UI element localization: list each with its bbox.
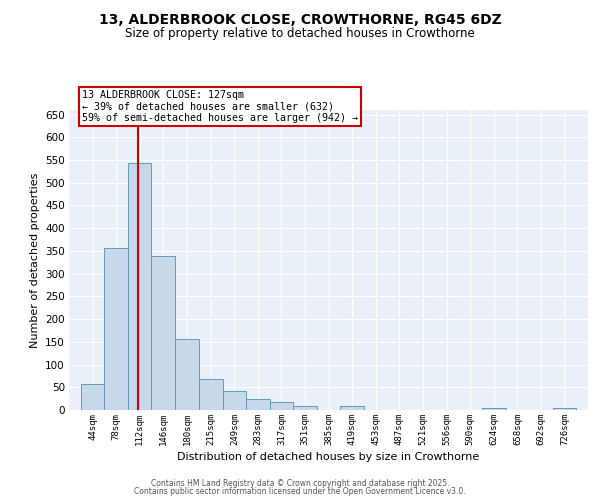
Bar	[482, 408, 506, 410]
Bar	[175, 338, 199, 410]
Text: 13 ALDERBROOK CLOSE: 127sqm
← 39% of detached houses are smaller (632)
59% of se: 13 ALDERBROOK CLOSE: 127sqm ← 39% of det…	[82, 90, 358, 122]
Bar	[340, 406, 364, 410]
Y-axis label: Number of detached properties: Number of detached properties	[29, 172, 40, 348]
Bar	[104, 248, 128, 410]
Text: Contains public sector information licensed under the Open Government Licence v3: Contains public sector information licen…	[134, 487, 466, 496]
Bar	[199, 379, 223, 410]
Bar	[81, 384, 104, 410]
Bar	[128, 163, 151, 410]
Text: Contains HM Land Registry data © Crown copyright and database right 2025.: Contains HM Land Registry data © Crown c…	[151, 478, 449, 488]
Bar	[553, 408, 576, 410]
Bar	[151, 256, 175, 410]
Bar	[223, 391, 246, 410]
Text: 13, ALDERBROOK CLOSE, CROWTHORNE, RG45 6DZ: 13, ALDERBROOK CLOSE, CROWTHORNE, RG45 6…	[98, 12, 502, 26]
X-axis label: Distribution of detached houses by size in Crowthorne: Distribution of detached houses by size …	[178, 452, 479, 462]
Text: Size of property relative to detached houses in Crowthorne: Size of property relative to detached ho…	[125, 28, 475, 40]
Bar	[246, 399, 269, 410]
Bar	[293, 406, 317, 410]
Bar	[269, 402, 293, 410]
